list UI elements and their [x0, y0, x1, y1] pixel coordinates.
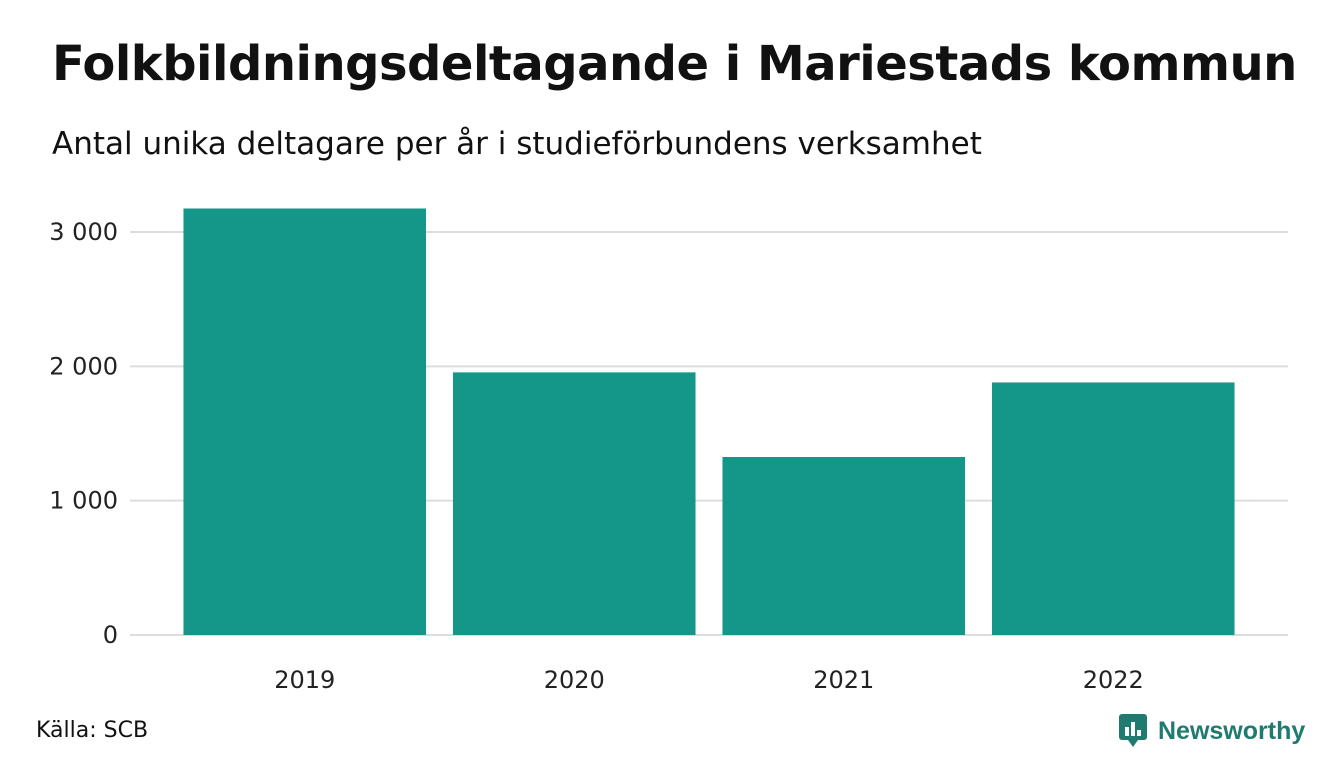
- brand-name: Newsworthy: [1158, 716, 1306, 745]
- x-axis-tick-labels: 2019 2020 2021 2022: [274, 666, 1144, 694]
- bar-2019: [183, 208, 427, 635]
- x-tick-label: 2020: [544, 666, 605, 694]
- x-tick-label: 2021: [813, 666, 874, 694]
- bar-2021: [722, 457, 966, 635]
- y-tick-label: 2 000: [49, 352, 118, 380]
- y-axis-tick-labels: 0 1 000 2 000 3 000: [49, 218, 118, 649]
- x-tick-label: 2019: [274, 666, 335, 694]
- y-tick-label: 1 000: [49, 487, 118, 515]
- bar-2022: [991, 382, 1235, 635]
- bar-2020: [452, 372, 696, 635]
- bar-chart: 0 1 000 2 000 3 000 2019 2020 2021 2022: [49, 208, 1288, 694]
- x-tick-label: 2022: [1083, 666, 1144, 694]
- y-tick-label: 3 000: [49, 218, 118, 246]
- source-note: Källa: SCB: [36, 718, 149, 743]
- newsworthy-logo-icon: [1119, 714, 1147, 747]
- y-tick-label: 0: [103, 621, 118, 649]
- chart-title: Folkbildningsdeltagande i Mariestads kom…: [52, 36, 1297, 92]
- chart-subtitle: Antal unika deltagare per år i studieför…: [52, 126, 982, 162]
- bars: [183, 208, 1235, 635]
- brand-logo: Newsworthy: [1118, 713, 1305, 749]
